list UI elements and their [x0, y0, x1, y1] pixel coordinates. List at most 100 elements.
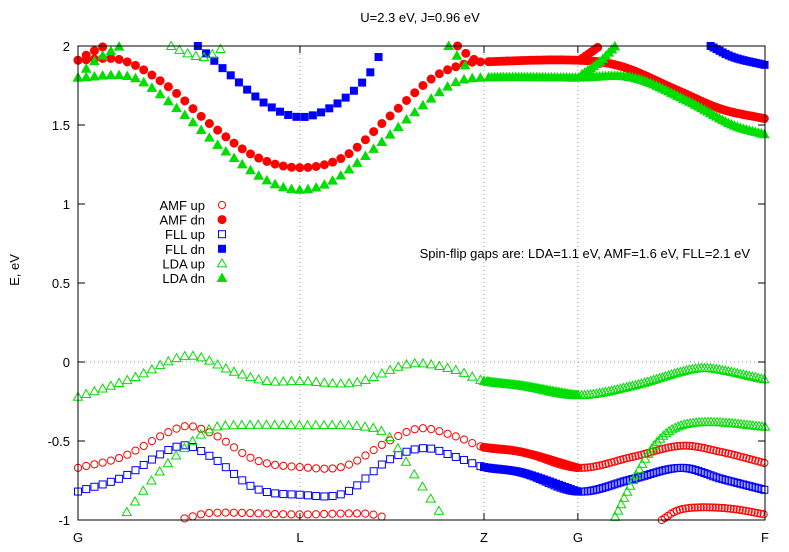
data-point	[595, 484, 604, 493]
data-point	[681, 418, 693, 428]
data-point	[759, 114, 769, 124]
data-point	[607, 481, 616, 490]
data-point	[287, 462, 296, 471]
data-point	[703, 444, 712, 453]
legend-marker	[216, 272, 228, 282]
x-tick-label: L	[296, 530, 303, 545]
data-point	[82, 485, 91, 494]
data-point	[344, 460, 354, 469]
data-point	[270, 509, 279, 519]
data-point	[624, 480, 636, 490]
data-point	[468, 459, 477, 468]
data-point	[318, 419, 330, 430]
data-point	[634, 451, 643, 460]
data-point	[684, 364, 695, 374]
data-point	[726, 504, 735, 513]
data-point	[369, 467, 378, 476]
data-point	[376, 425, 387, 435]
data-point	[303, 463, 313, 472]
data-point	[198, 51, 210, 62]
data-point	[244, 419, 256, 429]
data-point	[269, 419, 281, 429]
data-point	[351, 420, 363, 430]
data-point	[203, 423, 215, 434]
data-point	[418, 424, 428, 433]
data-point	[294, 184, 306, 194]
data-point	[628, 475, 637, 484]
data-point	[753, 509, 762, 518]
data-point	[106, 456, 115, 465]
data-point	[295, 490, 304, 499]
data-point	[131, 466, 140, 475]
data-point	[655, 467, 664, 476]
data-point	[720, 504, 729, 513]
data-point	[341, 93, 350, 102]
data-point	[402, 427, 411, 437]
data-point	[759, 510, 768, 519]
data-point	[609, 511, 621, 521]
data-point	[270, 159, 280, 169]
data-point	[253, 373, 265, 384]
data-point	[745, 482, 754, 491]
data-point	[106, 53, 116, 63]
data-point	[760, 458, 769, 468]
data-point	[179, 109, 191, 119]
data-point	[204, 132, 215, 142]
data-point	[335, 419, 346, 430]
data-point	[427, 425, 436, 434]
data-point	[252, 419, 264, 429]
data-point	[205, 451, 214, 460]
data-point	[326, 419, 338, 430]
data-point	[349, 86, 358, 95]
data-point	[97, 70, 108, 80]
data-point	[286, 183, 297, 194]
data-point	[410, 88, 420, 98]
data-point	[655, 445, 664, 454]
data-point	[443, 429, 452, 438]
data-point	[196, 111, 206, 121]
data-point	[392, 121, 404, 132]
data-point	[245, 149, 255, 159]
legend-label: FLL dn	[165, 242, 205, 257]
data-point	[748, 482, 757, 491]
data-point	[720, 365, 731, 375]
data-point	[178, 442, 190, 453]
data-point	[572, 487, 581, 496]
data-point	[164, 446, 173, 455]
data-point	[418, 444, 427, 453]
data-point	[682, 441, 691, 450]
data-point	[434, 86, 445, 97]
data-point	[636, 458, 648, 468]
data-point	[612, 505, 624, 515]
legend-marker	[216, 257, 228, 268]
legend-marker	[217, 200, 227, 210]
data-point	[295, 462, 304, 472]
data-point	[694, 466, 703, 475]
x-tick-label: G	[73, 530, 83, 545]
data-point	[115, 474, 124, 483]
data-point	[450, 76, 462, 87]
data-point	[213, 432, 222, 441]
data-point	[466, 371, 478, 381]
data-point	[657, 430, 669, 440]
data-point	[287, 490, 296, 499]
data-point	[377, 440, 386, 449]
data-point	[245, 164, 256, 175]
data-point	[97, 50, 108, 60]
data-point	[754, 457, 763, 466]
data-point	[469, 54, 479, 64]
data-point	[675, 505, 684, 514]
data-point	[352, 509, 362, 518]
data-point	[174, 44, 185, 54]
data-point	[237, 144, 247, 154]
data-point	[729, 367, 740, 377]
data-point	[721, 448, 730, 457]
data-point	[706, 445, 715, 454]
data-point	[589, 462, 598, 471]
data-point	[434, 360, 445, 371]
data-point	[81, 50, 91, 60]
data-point	[146, 475, 157, 485]
data-point	[384, 129, 396, 139]
data-point	[294, 375, 306, 385]
data-point	[625, 453, 634, 462]
